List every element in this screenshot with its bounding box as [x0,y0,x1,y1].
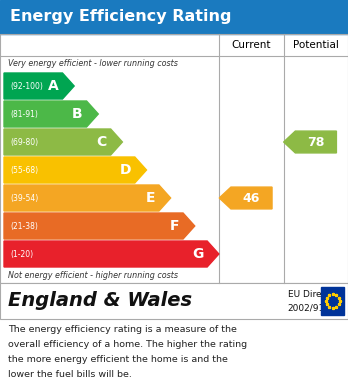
Text: EU Directive: EU Directive [287,290,343,299]
Polygon shape [4,213,195,239]
Polygon shape [4,101,98,127]
Text: 46: 46 [243,192,260,204]
Text: (69-80): (69-80) [10,138,38,147]
Text: Potential: Potential [293,40,339,50]
Text: (39-54): (39-54) [10,194,38,203]
Text: (1-20): (1-20) [10,249,33,258]
Text: lower the fuel bills will be.: lower the fuel bills will be. [8,370,132,379]
Bar [0,34,348,283]
Text: E: E [145,191,155,205]
Text: C: C [96,135,107,149]
Text: G: G [192,247,203,261]
Text: A: A [48,79,58,93]
Text: D: D [119,163,131,177]
Polygon shape [4,185,171,211]
Text: (92-100): (92-100) [10,81,43,90]
Text: 2002/91/EC: 2002/91/EC [287,304,340,313]
Polygon shape [4,73,74,99]
Polygon shape [284,131,337,153]
Text: Current: Current [232,40,271,50]
Bar [0,283,348,319]
Text: England & Wales: England & Wales [8,292,192,310]
Text: (81-91): (81-91) [10,109,38,118]
Text: overall efficiency of a home. The higher the rating: overall efficiency of a home. The higher… [8,340,247,349]
Polygon shape [219,187,272,209]
Polygon shape [4,129,122,155]
Text: the more energy efficient the home is and the: the more energy efficient the home is an… [8,355,228,364]
Text: The energy efficiency rating is a measure of the: The energy efficiency rating is a measur… [8,325,237,334]
Text: F: F [169,219,179,233]
Text: Energy Efficiency Rating: Energy Efficiency Rating [10,9,231,25]
Polygon shape [4,157,147,183]
Text: (55-68): (55-68) [10,165,38,174]
Text: (21-38): (21-38) [10,221,38,231]
Text: Very energy efficient - lower running costs: Very energy efficient - lower running co… [8,59,178,68]
Polygon shape [4,241,219,267]
Bar [321,287,344,315]
Text: 78: 78 [307,136,325,149]
Text: Not energy efficient - higher running costs: Not energy efficient - higher running co… [8,271,178,280]
Bar [0,0,348,34]
Text: B: B [72,107,82,121]
